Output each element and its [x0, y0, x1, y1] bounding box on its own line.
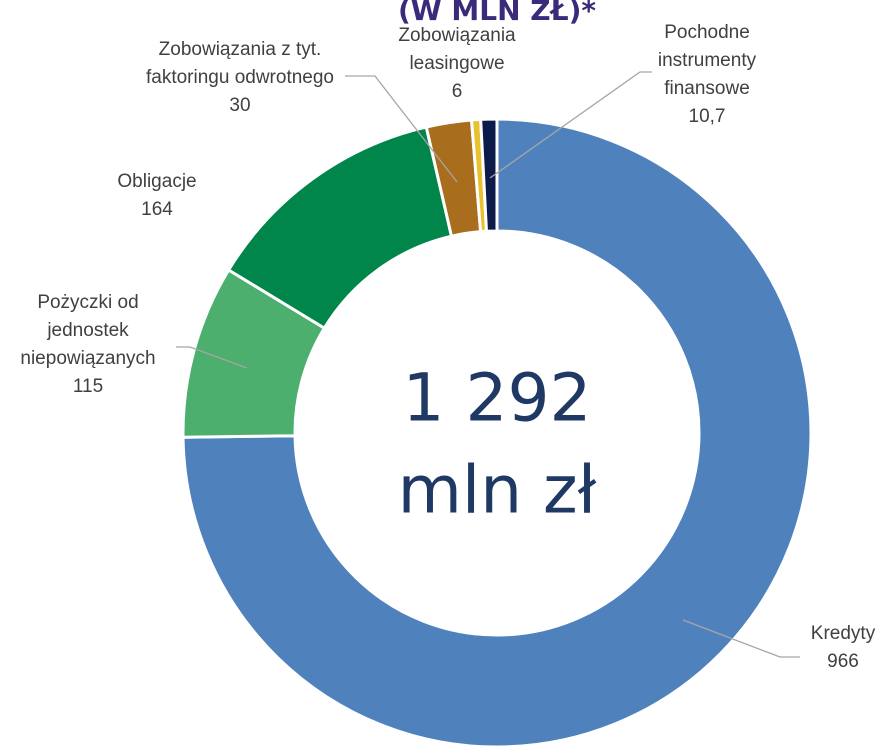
- data-label: Obligacje 164: [87, 168, 227, 224]
- leader-line: [489, 71, 652, 179]
- value-label: 30: [229, 95, 251, 116]
- category-label: Obligacje: [117, 171, 197, 192]
- donut-segment: [181, 117, 813, 748]
- donut-segment: [479, 117, 499, 233]
- category-label: Zobowiązania leasingowe: [398, 25, 516, 74]
- center-label: 1 292: [402, 359, 592, 437]
- category-label: Kredyty: [810, 623, 876, 644]
- data-label: Pożyczki od jednostek niepowiązanych 115: [3, 289, 173, 401]
- category-label: Pożyczki od jednostek niepowiązanych: [20, 292, 156, 369]
- value-label: 10,7: [688, 106, 726, 127]
- value-label: 966: [827, 651, 859, 672]
- leader-line: [345, 75, 458, 183]
- category-label: Zobowiązania z tyt. faktoringu odwrotneg…: [145, 39, 334, 88]
- leader-line: [682, 619, 800, 658]
- category-label: Pochodne instrumenty finansowe: [657, 22, 757, 99]
- value-label: 6: [451, 81, 463, 102]
- value-label: 115: [72, 376, 104, 397]
- data-label: Pochodne instrumenty finansowe 10,7: [632, 19, 782, 131]
- center-label: mln zł: [397, 451, 597, 529]
- data-label: Kredyty 966: [798, 620, 882, 676]
- data-label: Zobowiązania z tyt. faktoringu odwrotneg…: [130, 36, 350, 120]
- value-label: 164: [141, 199, 173, 220]
- leader-line: [176, 346, 248, 369]
- data-label: Zobowiązania leasingowe 6: [382, 22, 532, 106]
- chart-title: (W MLN ZŁ)*: [397, 0, 597, 27]
